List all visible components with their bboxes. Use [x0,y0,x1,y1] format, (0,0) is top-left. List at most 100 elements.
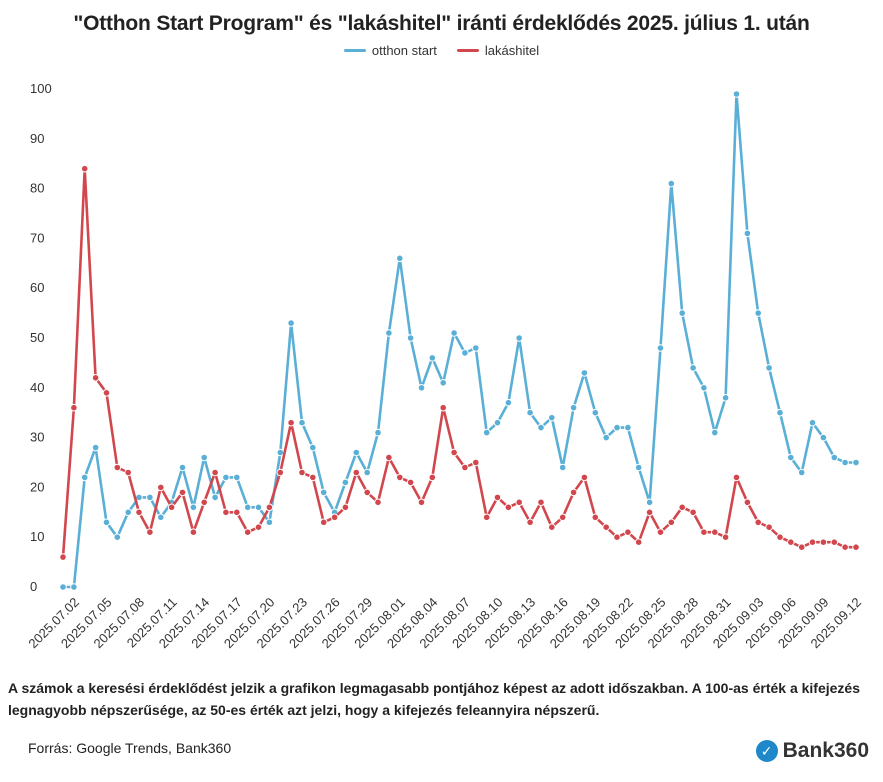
data-point-otthon-start[interactable] [91,443,100,452]
data-point-otthon-start[interactable] [200,453,208,462]
data-point-otthon-start[interactable] [743,229,752,238]
data-point-otthon-start[interactable] [558,463,567,472]
data-point-lakashitel[interactable] [797,543,806,552]
data-point-otthon-start[interactable] [222,473,230,482]
data-point-lakashitel[interactable] [222,508,230,517]
data-point-lakashitel[interactable] [254,523,263,532]
data-point-lakashitel[interactable] [667,518,676,527]
data-point-lakashitel[interactable] [243,528,252,537]
data-point-otthon-start[interactable] [515,334,524,342]
data-point-otthon-start[interactable] [656,344,665,352]
data-point-otthon-start[interactable] [406,334,415,342]
data-point-otthon-start[interactable] [830,453,839,462]
data-point-otthon-start[interactable] [797,468,806,477]
data-point-lakashitel[interactable] [602,523,611,532]
data-point-lakashitel[interactable] [439,403,448,412]
data-point-otthon-start[interactable] [808,418,817,427]
data-point-otthon-start[interactable] [493,418,502,427]
data-point-otthon-start[interactable] [569,403,578,412]
data-point-otthon-start[interactable] [287,319,295,327]
data-point-otthon-start[interactable] [841,458,849,467]
data-point-otthon-start[interactable] [776,408,784,417]
data-point-otthon-start[interactable] [265,518,274,527]
data-point-otthon-start[interactable] [178,463,187,472]
data-point-lakashitel[interactable] [765,523,773,532]
data-point-lakashitel[interactable] [569,488,578,497]
data-point-lakashitel[interactable] [689,508,697,517]
data-point-otthon-start[interactable] [59,583,67,591]
data-point-lakashitel[interactable] [135,508,143,517]
data-point-otthon-start[interactable] [700,384,708,392]
data-point-lakashitel[interactable] [167,503,176,512]
data-point-lakashitel[interactable] [417,498,426,507]
data-point-lakashitel[interactable] [428,473,437,482]
legend-item-otthon-start[interactable]: otthon start [343,43,437,58]
data-point-lakashitel[interactable] [146,528,154,537]
data-point-otthon-start[interactable] [385,329,393,337]
data-point-lakashitel[interactable] [406,478,415,487]
data-point-otthon-start[interactable] [613,423,621,432]
data-point-lakashitel[interactable] [341,503,350,512]
data-point-lakashitel[interactable] [385,453,393,462]
data-point-lakashitel[interactable] [634,538,643,547]
data-point-lakashitel[interactable] [157,483,165,492]
data-point-otthon-start[interactable] [70,583,78,591]
data-point-lakashitel[interactable] [450,448,458,457]
data-point-otthon-start[interactable] [504,398,513,407]
data-point-otthon-start[interactable] [852,458,860,467]
data-point-otthon-start[interactable] [580,369,589,377]
data-point-lakashitel[interactable] [493,493,502,502]
data-point-otthon-start[interactable] [254,503,263,512]
data-point-otthon-start[interactable] [319,488,328,497]
data-point-lakashitel[interactable] [80,164,89,173]
legend-item-lakashitel[interactable]: lakáshitel [456,43,539,58]
data-point-otthon-start[interactable] [537,423,545,432]
data-point-lakashitel[interactable] [515,498,524,507]
data-point-otthon-start[interactable] [341,478,350,487]
data-point-otthon-start[interactable] [189,503,198,512]
data-point-lakashitel[interactable] [732,473,741,482]
data-point-lakashitel[interactable] [178,488,187,497]
data-point-lakashitel[interactable] [852,543,860,552]
data-point-lakashitel[interactable] [363,488,372,497]
data-point-otthon-start[interactable] [645,498,654,507]
data-point-otthon-start[interactable] [819,433,828,442]
data-point-lakashitel[interactable] [645,508,654,517]
data-point-otthon-start[interactable] [732,90,741,98]
data-point-otthon-start[interactable] [472,344,480,352]
data-point-otthon-start[interactable] [765,364,773,372]
data-point-lakashitel[interactable] [287,418,295,427]
data-point-lakashitel[interactable] [70,403,78,412]
data-point-otthon-start[interactable] [352,448,361,457]
data-point-lakashitel[interactable] [678,503,687,512]
data-point-lakashitel[interactable] [721,533,730,542]
data-point-otthon-start[interactable] [482,428,491,437]
data-point-otthon-start[interactable] [450,329,458,337]
data-point-lakashitel[interactable] [461,463,469,472]
data-point-lakashitel[interactable] [537,498,545,507]
data-point-lakashitel[interactable] [374,498,382,507]
data-point-lakashitel[interactable] [787,538,795,547]
data-point-otthon-start[interactable] [157,513,165,522]
data-point-lakashitel[interactable] [830,538,839,547]
data-point-otthon-start[interactable] [461,349,469,357]
data-point-otthon-start[interactable] [243,503,252,512]
data-point-otthon-start[interactable] [787,453,795,462]
data-point-lakashitel[interactable] [700,528,708,537]
data-point-lakashitel[interactable] [276,468,285,477]
data-point-otthon-start[interactable] [80,473,89,482]
data-point-lakashitel[interactable] [298,468,306,477]
data-point-lakashitel[interactable] [330,513,339,522]
data-point-lakashitel[interactable] [91,374,100,382]
data-point-lakashitel[interactable] [472,458,480,467]
data-point-otthon-start[interactable] [548,413,556,422]
data-point-lakashitel[interactable] [265,503,274,512]
data-point-otthon-start[interactable] [634,463,643,472]
data-point-otthon-start[interactable] [146,493,154,502]
data-point-otthon-start[interactable] [624,423,632,432]
data-point-otthon-start[interactable] [124,508,132,517]
data-point-lakashitel[interactable] [711,528,719,537]
data-point-otthon-start[interactable] [689,364,697,372]
data-point-lakashitel[interactable] [352,468,361,477]
data-point-otthon-start[interactable] [233,473,241,482]
